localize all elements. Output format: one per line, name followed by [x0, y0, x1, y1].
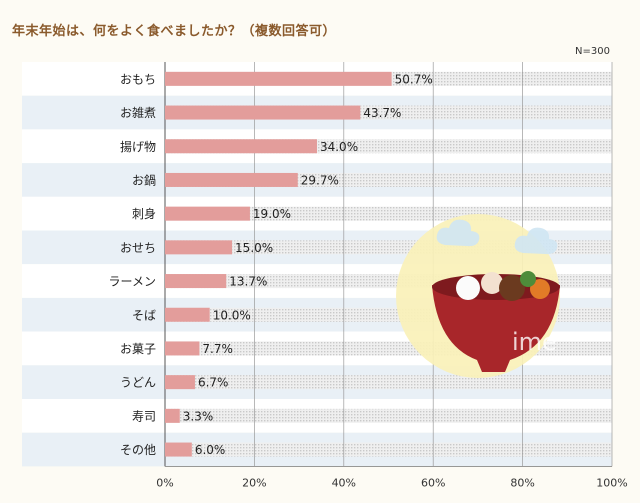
- bar: [165, 240, 233, 255]
- category-label: おもち: [120, 72, 156, 86]
- category-label: ラーメン: [108, 275, 156, 289]
- x-tick-label: 0%: [156, 476, 173, 489]
- data-label: 15.0%: [235, 241, 273, 255]
- carrot-shape: [530, 279, 550, 299]
- bar: [165, 307, 210, 322]
- bar-track: [165, 375, 612, 390]
- x-tick-label: 60%: [421, 476, 445, 489]
- data-label: 6.7%: [198, 376, 229, 390]
- greens-shape: [520, 271, 536, 287]
- bar-track: [165, 408, 612, 423]
- bar: [165, 206, 250, 221]
- bar: [165, 172, 298, 187]
- bar: [165, 375, 195, 390]
- ozoni-bowl-illustration: ime: [396, 214, 560, 378]
- bar: [165, 341, 200, 356]
- data-label: 34.0%: [320, 140, 358, 154]
- watermark-text: ime: [512, 328, 557, 356]
- bar: [165, 442, 192, 457]
- bar: [165, 139, 317, 154]
- x-tick-label: 100%: [596, 476, 627, 489]
- cloud-left: [436, 219, 480, 247]
- category-label: お菓子: [120, 342, 156, 356]
- category-label: お雑煮: [120, 105, 156, 120]
- sample-size-note: N=300: [575, 46, 610, 57]
- category-label: そば: [132, 308, 156, 322]
- x-tick-label: 40%: [332, 476, 356, 489]
- data-label: 19.0%: [253, 207, 291, 221]
- shiitake-shape: [499, 275, 525, 301]
- data-label: 29.7%: [301, 173, 339, 187]
- x-tick-label: 80%: [510, 476, 534, 489]
- bar: [165, 71, 392, 86]
- bar: [165, 408, 180, 423]
- x-tick-label: 20%: [242, 476, 266, 489]
- bowl-shape: [432, 285, 560, 372]
- data-label: 13.7%: [229, 275, 267, 289]
- naruto-shape: [481, 272, 503, 294]
- data-label: 10.0%: [213, 308, 251, 322]
- data-label: 6.0%: [195, 443, 226, 457]
- bar: [165, 274, 227, 289]
- data-label: 7.7%: [202, 342, 233, 356]
- data-label: 3.3%: [183, 409, 214, 423]
- category-label: 刺身: [132, 206, 156, 221]
- category-label: うどん: [120, 376, 156, 390]
- category-label: 寿司: [132, 409, 156, 423]
- mochi-shape: [456, 276, 480, 300]
- data-label: 50.7%: [395, 72, 433, 86]
- data-label: 43.7%: [363, 106, 401, 120]
- bar: [165, 105, 361, 120]
- category-label: お鍋: [132, 172, 156, 187]
- category-label: その他: [120, 443, 156, 457]
- category-label: 揚げ物: [120, 140, 156, 154]
- cloud-right: [514, 227, 558, 255]
- bar-track: [165, 442, 612, 457]
- category-label: おせち: [120, 241, 156, 255]
- chart-title: 年末年始は、何をよく食べましたか？（複数回答可）: [12, 24, 337, 39]
